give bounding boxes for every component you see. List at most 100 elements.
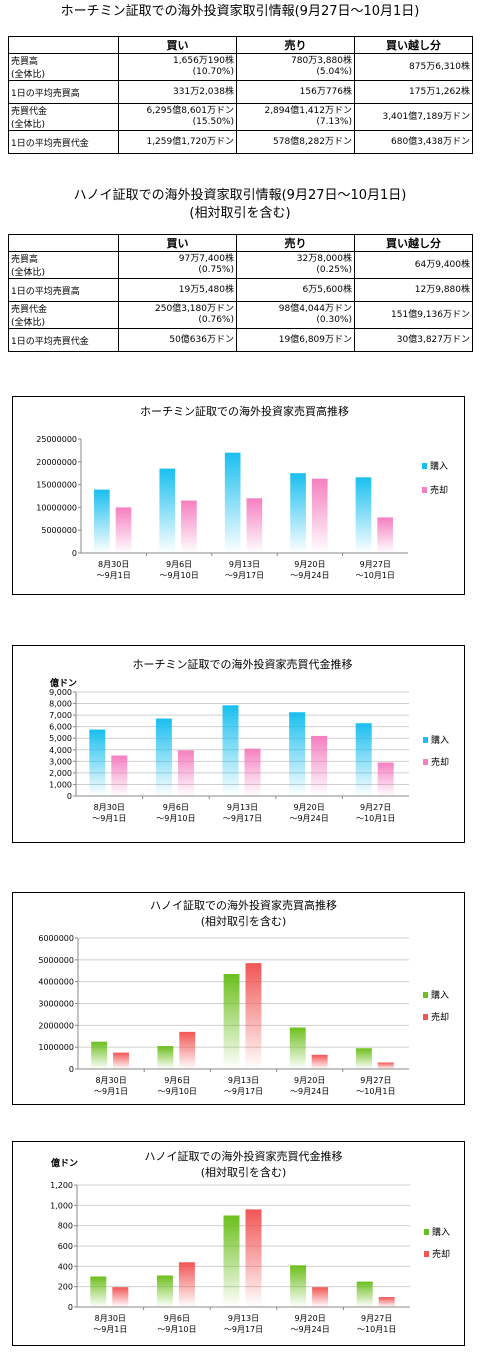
hcm-stats-table: 買い 売り 買い越し分 売買高 (全体比) 1,656万190株 (10.70%) …: [8, 36, 473, 154]
y-tick-label: 1,000: [50, 1201, 73, 1210]
row-label: 1日の平均売買高: [8, 278, 119, 302]
bar-sell: [377, 1062, 394, 1069]
chart-subtitle: (相対取引を含む): [201, 914, 287, 928]
x-tick-label: 8月30日: [98, 560, 129, 569]
hanoi-table-subtitle: (相対取引を含む): [189, 206, 291, 221]
buy-cell: 19万5,480株: [118, 278, 237, 302]
x-tick-label: 9月13日: [227, 803, 258, 812]
bar-buy: [355, 723, 372, 796]
sell-cell: 156万776株: [236, 80, 355, 104]
chart-panel-hanoi-volume: ハノイ証取での海外投資家売買高推移 (相対取引を含む) 0 1000000 200000…: [12, 892, 465, 1105]
y-tick-label: 200: [58, 1283, 73, 1292]
bar-buy: [223, 974, 240, 1069]
row-label: 売買代金 (全体比): [8, 301, 119, 329]
bar-buy: [289, 1027, 306, 1069]
x-tick-label: 〜9月10日: [157, 1325, 196, 1334]
bar-sell: [111, 755, 128, 796]
table-row: 1日の平均売買高 19万5,480株 6万5,600株 12万9,880株: [8, 278, 473, 302]
x-tick-label: 〜10月1日: [356, 571, 395, 580]
bar-buy: [156, 1275, 173, 1307]
sell-cell: 19億6,809万ドン: [236, 328, 355, 352]
x-tick-label: 〜9月1日: [92, 814, 126, 823]
y-tick-label: 8,000: [49, 700, 72, 709]
table-row: 1日の平均売買高 331万2,038株 156万776株 175万1,262株: [8, 80, 473, 104]
x-tick-label: 8月30日: [95, 1314, 126, 1323]
header-net-buy: 買い越し分: [354, 234, 473, 252]
x-tick-label: 8月30日: [95, 1076, 126, 1085]
bar-buy: [157, 1046, 174, 1069]
net-cell: 12万9,880株: [354, 278, 473, 302]
chart-panel-hcm-value: ホーチミン証取での海外投資家売買代金推移 億ドン 0 1,000 2,000 3,000 4…: [12, 645, 465, 843]
bar-sell: [377, 517, 393, 553]
header-net-buy: 買い越し分: [354, 36, 473, 54]
table-header-row: 買い 売り 買い越し分: [8, 234, 473, 252]
buy-cell: 1,656万190株 (10.70%): [118, 53, 237, 81]
x-tick-label: 9月27日: [360, 1076, 391, 1085]
legend-label: 売却: [430, 484, 448, 496]
bar-buy: [222, 705, 239, 796]
legend-label: 売却: [432, 1248, 450, 1260]
x-tick-label: 9月13日: [228, 1076, 259, 1085]
bar-sell: [311, 478, 328, 553]
hcm-table-title: ホーチミン証取での海外投資家取引情報(9月27日〜10月1日): [60, 4, 420, 19]
bar-sell: [245, 1209, 262, 1307]
chart-title: ハノイ証取での海外投資家売買高推移: [150, 898, 337, 912]
y-tick-label: 15000000: [36, 481, 77, 490]
header-blank: [8, 234, 119, 252]
y-unit-label: 億ドン: [50, 677, 77, 689]
row-label: 1日の平均売買高: [8, 80, 119, 104]
net-cell: 30億3,827万ドン: [354, 328, 473, 352]
x-tick-label: 〜10月1日: [356, 1087, 395, 1096]
net-cell: 680億3,438万ドン: [354, 130, 473, 154]
buy-cell: 6,295億8,601万ドン (15.50%): [118, 103, 237, 131]
y-tick-label: 1000000: [38, 1043, 74, 1052]
x-tick-label: 9月20日: [294, 1076, 325, 1085]
x-tick-label: 9月6日: [164, 1076, 190, 1085]
table-header-row: 買い 売り 買い越し分: [8, 36, 473, 54]
y-tick-label: 5,000: [49, 734, 72, 743]
hanoi-stats-table: 買い 売り 買い越し分 売買高 (全体比) 97万7,400株 (0.75%) 32…: [8, 234, 473, 352]
x-tick-label: 〜10月1日: [356, 814, 395, 823]
buy-cell: 50億636万ドン: [118, 328, 237, 352]
legend-swatch: [422, 487, 427, 493]
sell-cell: 98億4,044万ドン (0.30%): [236, 301, 355, 329]
bar-sell: [311, 735, 328, 796]
header-buy: 買い: [118, 234, 237, 252]
buy-cell: 250億3,180万ドン (0.76%): [118, 301, 237, 329]
x-tick-label: 〜9月10日: [158, 1087, 197, 1096]
y-tick-label: 5000000: [38, 956, 74, 965]
y-tick-label: 3000000: [38, 1000, 74, 1009]
bar-buy: [89, 729, 106, 796]
legend-label: 購入: [432, 1226, 450, 1238]
y-tick-label: 0: [69, 1065, 74, 1074]
legend-label: 売却: [431, 1011, 449, 1023]
table-row: 売買代金 (全体比) 6,295億8,601万ドン (15.50%) 2,894億1…: [8, 103, 473, 131]
chart-title: ホーチミン証取での海外投資家売買高推移: [140, 404, 349, 418]
bar-buy: [94, 489, 110, 553]
bar-buy: [290, 1265, 307, 1307]
hcm-volume-chart: ホーチミン証取での海外投資家売買高推移 0 5000000 10000000 15000…: [36, 404, 448, 580]
x-tick-label: 9月27日: [361, 1314, 392, 1323]
y-tick-label: 400: [58, 1262, 73, 1271]
net-cell: 151億9,136万ドン: [354, 301, 473, 329]
y-tick-label: 9,000: [49, 688, 72, 697]
net-cell: 875万6,310株: [354, 53, 473, 81]
bar-buy: [155, 718, 172, 796]
x-tick-label: 9月20日: [293, 803, 324, 812]
bar-sell: [178, 1262, 195, 1307]
y-tick-label: 600: [58, 1242, 73, 1251]
bar-sell: [179, 1031, 196, 1069]
chart-subtitle: (相対取引を含む): [201, 1165, 287, 1179]
bar-sell: [246, 498, 263, 553]
y-tick-label: 10000000: [36, 503, 77, 512]
y-tick-label: 3,000: [49, 757, 72, 766]
x-tick-label: 〜9月1日: [94, 1087, 128, 1096]
table-row: 1日の平均売買代金 50億636万ドン 19億6,809万ドン 30億3,827…: [8, 328, 473, 352]
y-tick-label: 7,000: [49, 711, 72, 720]
buy-cell: 97万7,400株 (0.75%): [118, 251, 237, 279]
bar-buy: [91, 1041, 108, 1069]
table-row: 売買代金 (全体比) 250億3,180万ドン (0.76%) 98億4,044万ド…: [8, 301, 473, 329]
bar-sell: [113, 1052, 129, 1069]
buy-cell: 331万2,038株: [118, 80, 237, 104]
